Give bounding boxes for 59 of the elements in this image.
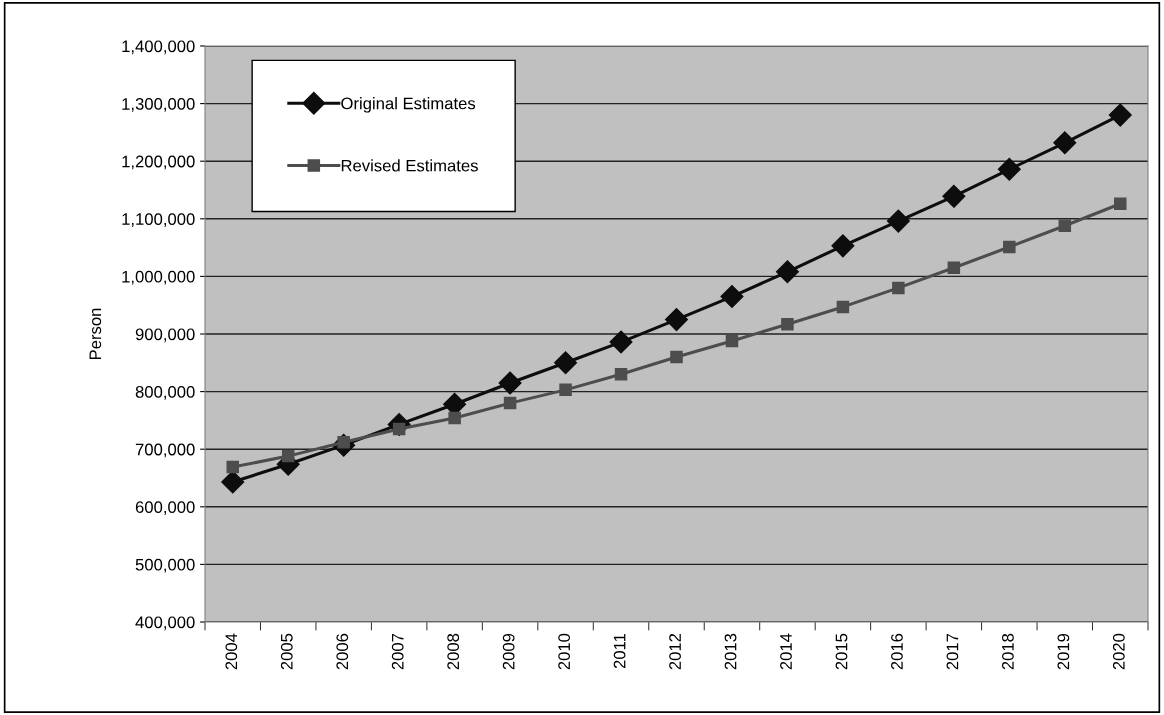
x-tick-label: 2006 (336, 633, 349, 670)
x-tick-label: 2004 (225, 633, 238, 670)
x-tick-label: 2018 (1002, 633, 1014, 670)
point (997, 157, 1021, 181)
y-tick-label: 900,000 (135, 328, 195, 343)
point (775, 260, 799, 284)
x-tick-label: 2014 (780, 633, 792, 670)
y-tick-label: 1,300,000 (122, 98, 195, 112)
point (221, 470, 245, 494)
point (942, 184, 966, 208)
x-tick-label: 2015 (835, 633, 848, 670)
point (836, 300, 850, 314)
point (831, 234, 855, 258)
point (886, 209, 910, 233)
point (1053, 131, 1077, 155)
y-tick-label: 1,100,000 (122, 213, 195, 227)
point (1114, 197, 1127, 211)
x-tick-label: 2005 (280, 633, 293, 670)
x-tick-label: 2020 (1112, 633, 1125, 670)
point (720, 285, 744, 309)
y-tick-label: 700,000 (135, 443, 195, 458)
point (554, 351, 578, 375)
point (725, 334, 739, 348)
point (781, 317, 794, 331)
x-tick-label: 2013 (724, 633, 737, 670)
point (498, 371, 522, 395)
point (559, 383, 572, 397)
y-tick-label: 800,000 (135, 386, 195, 400)
point (947, 261, 961, 275)
y-tick-label: 1,200,000 (122, 155, 195, 170)
point (1058, 219, 1072, 232)
y-tick-label: 400,000 (135, 616, 195, 631)
x-tick-label: 2012 (669, 633, 681, 670)
point (1108, 103, 1132, 127)
x-tick-label: 2011 (613, 633, 626, 669)
point (665, 308, 688, 332)
legend-label: Original Estimates (341, 97, 476, 113)
y-tick-label: 500,000 (135, 558, 195, 573)
x-tick-label: 2007 (391, 633, 404, 670)
point (1003, 240, 1016, 254)
x-tick-label: 2008 (447, 633, 460, 670)
x-tick-label: 2016 (891, 633, 903, 670)
y-tick-label: 1,000,000 (122, 270, 195, 285)
point (503, 396, 517, 410)
point (670, 350, 683, 364)
point (614, 368, 628, 381)
legend-label: Revised Estimates (341, 159, 478, 172)
y-tick-label: 1,400,000 (122, 40, 195, 55)
x-tick-label: 2019 (1057, 633, 1070, 670)
point (609, 330, 633, 354)
point (281, 449, 295, 463)
x-tick-label: 2010 (558, 633, 571, 670)
point (892, 281, 905, 295)
y-tick-label: 600,000 (135, 501, 195, 515)
point (226, 460, 239, 474)
x-tick-label: 2017 (946, 633, 959, 670)
y-axis-title: Person (89, 308, 102, 360)
x-tick-label: 2009 (502, 633, 515, 670)
point (448, 411, 461, 425)
